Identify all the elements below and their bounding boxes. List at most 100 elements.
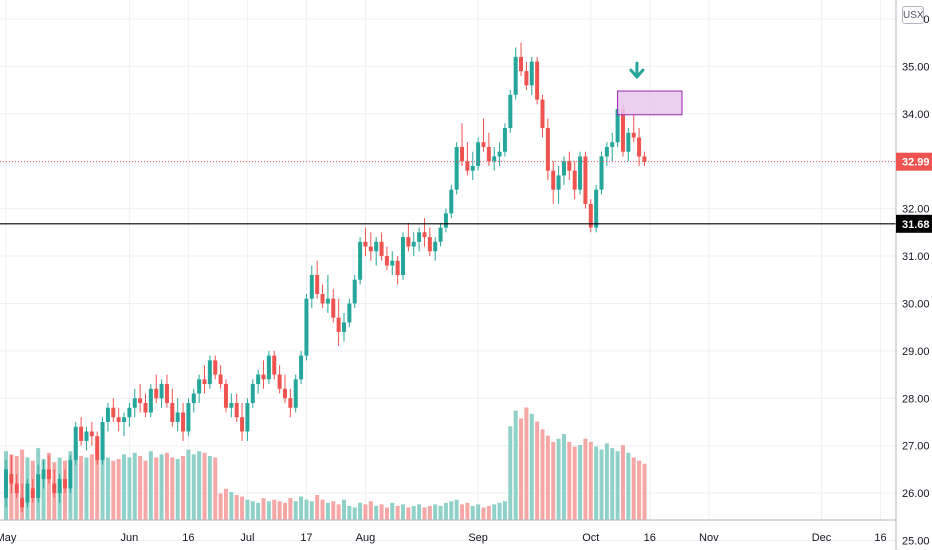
candle xyxy=(170,388,175,427)
candle xyxy=(132,388,137,418)
candle-body xyxy=(234,403,239,418)
candle-body xyxy=(293,379,298,408)
time-tick-label: 17 xyxy=(300,532,312,544)
volume-bars xyxy=(4,407,647,520)
candle xyxy=(138,384,143,413)
candle xyxy=(127,403,132,427)
volume-bar xyxy=(460,504,465,520)
volume-bar xyxy=(411,505,416,520)
price-tick-label: 35.00 xyxy=(902,61,930,73)
candle-body xyxy=(154,388,159,399)
volume-bar xyxy=(599,449,604,520)
candle xyxy=(315,260,320,299)
currency-badge[interactable]: USX xyxy=(902,6,924,24)
candle xyxy=(588,199,593,233)
volume-bar xyxy=(299,496,304,520)
volume-bar xyxy=(578,445,583,520)
candle xyxy=(68,455,73,494)
volume-bar xyxy=(637,460,642,520)
volume-bar xyxy=(277,501,282,520)
volume-bar xyxy=(266,501,271,520)
volume-bar xyxy=(610,448,615,520)
candle xyxy=(540,94,545,138)
candle xyxy=(191,388,196,413)
volume-bar xyxy=(143,460,148,520)
candle-body xyxy=(637,137,642,157)
time-tick-label: Nov xyxy=(699,532,719,544)
candle-body xyxy=(465,161,470,171)
candle xyxy=(116,407,121,432)
volume-bar xyxy=(288,498,293,520)
candle-body xyxy=(272,355,277,375)
volume-bar xyxy=(465,502,470,520)
volume-bar xyxy=(567,441,572,520)
candle xyxy=(320,284,325,309)
candle xyxy=(379,232,384,261)
candle-body xyxy=(288,398,293,408)
volume-bar xyxy=(524,407,529,520)
candle xyxy=(122,412,127,437)
candle xyxy=(63,469,68,494)
candle-body xyxy=(379,241,384,257)
volume-bar xyxy=(631,457,636,520)
volume-bar xyxy=(476,504,481,520)
candle xyxy=(213,355,218,380)
candle xyxy=(599,151,604,195)
candle xyxy=(395,256,400,285)
volume-bar xyxy=(535,421,540,520)
candle-body xyxy=(127,407,132,418)
candle-body xyxy=(583,156,588,204)
candle-body xyxy=(610,142,615,147)
candle xyxy=(572,161,577,200)
candle-body xyxy=(588,203,593,228)
candle xyxy=(535,56,540,105)
volume-bar xyxy=(202,452,207,520)
candle xyxy=(266,350,271,385)
candle-body xyxy=(256,374,261,385)
candle-body xyxy=(164,384,169,404)
candle-body xyxy=(138,398,143,404)
candle xyxy=(36,464,41,503)
candle-body xyxy=(148,388,153,413)
volume-bar xyxy=(159,454,164,520)
candle xyxy=(529,56,534,95)
candle-body xyxy=(438,227,443,242)
candle xyxy=(502,123,507,157)
candle-body xyxy=(277,374,282,389)
volume-bar xyxy=(336,504,341,520)
time-tick-label: Aug xyxy=(356,532,376,544)
candle-body xyxy=(191,393,196,404)
candle xyxy=(422,218,427,247)
volume-bar xyxy=(138,455,143,520)
price-tick-label: 32.00 xyxy=(902,204,930,216)
candle xyxy=(79,417,84,446)
candle xyxy=(14,474,19,498)
candle xyxy=(41,459,46,489)
candle-body xyxy=(443,213,448,228)
volume-bar xyxy=(556,438,561,520)
volume-bar xyxy=(154,457,159,520)
volume-bar xyxy=(213,457,218,520)
candle xyxy=(513,47,518,100)
volume-bar xyxy=(368,501,373,520)
candle-body xyxy=(620,109,625,152)
candle-body xyxy=(181,412,186,432)
candle xyxy=(20,483,25,513)
volume-bar xyxy=(186,449,191,520)
candle xyxy=(202,365,207,394)
candle-body xyxy=(282,388,287,399)
price-tick-label: 34.00 xyxy=(902,109,930,121)
volume-bar xyxy=(390,502,395,520)
volume-bar xyxy=(529,413,534,520)
volume-bar xyxy=(207,455,212,520)
candle xyxy=(578,151,583,195)
volume-bar xyxy=(245,499,250,520)
volume-bar xyxy=(358,502,363,520)
time-axis[interactable]: May Jun 16 Jul 17 Aug Sep Oct 16 Nov Dec 16 xyxy=(0,519,896,544)
volume-bar xyxy=(181,455,186,520)
candle-body xyxy=(347,303,352,323)
candle xyxy=(304,293,309,361)
price-axis[interactable]: 25.00 26.00 27.00 28.00 29.00 30.00 31.00 32.00… xyxy=(895,0,932,550)
volume-bar xyxy=(315,495,320,520)
